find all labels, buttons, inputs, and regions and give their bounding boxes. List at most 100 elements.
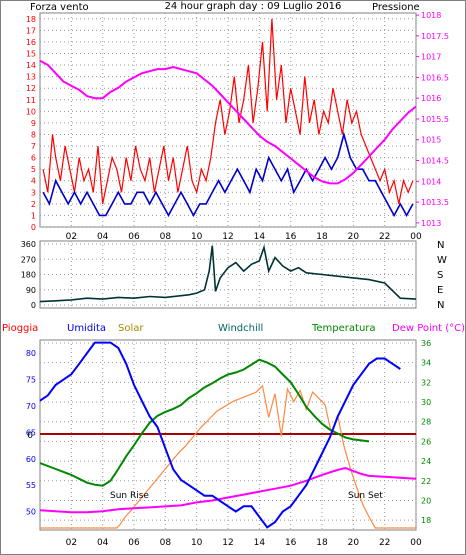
x-tick-label: 06 xyxy=(128,232,140,242)
x-tick-label: 12 xyxy=(222,538,233,548)
humidity-left-axis: 50 55 60 65 70 75 80 xyxy=(26,349,36,516)
legend-entry: Pioggia xyxy=(2,323,38,334)
pressure-right-axis: 1013 1013.5 1014 1014.5 1015 1015.5 1016 1016.5… xyxy=(416,11,449,228)
x-tick-label: 14 xyxy=(254,538,266,548)
y-tick-label: 1 xyxy=(31,211,36,220)
y-tick-label: 13 xyxy=(26,73,36,82)
x-tick-label: 10 xyxy=(191,232,203,242)
y-right-tick-label: 34 xyxy=(421,359,431,368)
y-tick-label: 360 xyxy=(21,240,36,249)
compass-letter: N xyxy=(437,300,444,311)
temperature-series xyxy=(39,358,370,487)
y-tick-label: 9 xyxy=(31,119,36,128)
x-tick-label: 08 xyxy=(160,538,172,548)
dewpoint-series xyxy=(39,466,417,514)
y-right-tick-label: 18 xyxy=(421,516,431,525)
x-tick-label: 02 xyxy=(66,538,77,548)
legend: Pioggia Umidita Solar Windchill Temperatura D… xyxy=(2,323,465,334)
y-right-tick-label: 1013.5 xyxy=(421,198,449,207)
gust-series xyxy=(42,18,414,205)
y-right-tick-label: 1015 xyxy=(421,136,441,145)
x-tick-label: 14 xyxy=(254,232,266,242)
legend-entry: Dew Point (°C) xyxy=(392,323,465,334)
direction-left-axis: 0 90 180 270 360 xyxy=(21,240,36,310)
y-right-tick-label: 30 xyxy=(421,398,431,407)
y-tick-label: 55 xyxy=(26,481,36,490)
y-right-tick-label: 32 xyxy=(421,378,431,387)
solar-series xyxy=(40,384,416,529)
y-tick-label: 5 xyxy=(31,165,36,174)
x-tick-label: 00 xyxy=(410,538,422,548)
humidity-series xyxy=(39,341,401,529)
y-right-tick-label: 20 xyxy=(421,496,431,505)
x-tick-label: 20 xyxy=(348,232,360,242)
avg-wind-series xyxy=(42,131,414,218)
y-tick-label: 17 xyxy=(26,26,36,35)
y-right-tick-label: 24 xyxy=(421,457,431,466)
y-right-tick-label: 1014 xyxy=(421,177,441,186)
y-right-tick-label: 22 xyxy=(421,477,431,486)
y-tick-label: 6 xyxy=(31,154,36,163)
temperature-right-axis: 18 20 22 24 26 28 30 32 34 36 xyxy=(421,339,431,525)
y-tick-label: 90 xyxy=(26,286,36,295)
y-right-tick-label: 26 xyxy=(421,437,431,446)
y-tick-label: 180 xyxy=(21,271,36,280)
y-tick-label: 75 xyxy=(26,376,36,385)
sunset-annotation: Sun Set xyxy=(348,491,383,501)
y-tick-label: 10 xyxy=(26,107,36,116)
x-tick-label: 00 xyxy=(410,232,422,242)
y-tick-label: 50 xyxy=(26,508,36,517)
y-tick-label: 0 xyxy=(31,223,36,232)
x-tick-label: 22 xyxy=(379,538,390,548)
y-tick-label: 7 xyxy=(31,142,36,151)
compass-letter: N xyxy=(437,240,444,251)
y-tick-label: 3 xyxy=(31,188,36,197)
page-title: 24 hour graph day : 09 Luglio 2016 xyxy=(165,1,342,12)
direction-panel-series xyxy=(39,244,417,303)
y-tick-label: 65 xyxy=(26,428,36,437)
y-tick-label: 4 xyxy=(31,177,36,186)
rain-zero-label: 0 xyxy=(27,431,33,441)
x-tick-label: 18 xyxy=(316,232,328,242)
y-right-tick-label: 28 xyxy=(421,418,431,427)
y-tick-label: 18 xyxy=(26,15,36,24)
pressure-series xyxy=(39,59,417,185)
y-tick-label: 60 xyxy=(26,455,36,464)
x-tick-label: 04 xyxy=(97,538,109,548)
x-tick-label: 02 xyxy=(66,232,77,242)
x-tick-label: 20 xyxy=(348,538,360,548)
y-tick-label: 270 xyxy=(21,255,36,264)
y-right-tick-label: 36 xyxy=(421,339,431,348)
y-right-tick-label: 1013 xyxy=(421,219,441,228)
legend-entry: Umidita xyxy=(67,323,106,334)
y-tick-label: 2 xyxy=(31,200,36,209)
y-right-tick-label: 1018 xyxy=(421,11,441,20)
legend-entry: Windchill xyxy=(218,323,263,334)
compass-letter: W xyxy=(437,255,447,266)
x-tick-label: 18 xyxy=(316,538,328,548)
y-tick-label: 14 xyxy=(26,61,36,70)
sunrise-annotation: Sun Rise xyxy=(110,491,149,501)
y-right-tick-label: 1016 xyxy=(421,94,441,103)
y-right-tick-label: 1015.5 xyxy=(421,115,449,124)
direction-series xyxy=(39,244,417,303)
wind-x-axis: 02 04 06 08 10 12 14 16 18 20 22 00 xyxy=(66,232,422,242)
x-tick-label: 12 xyxy=(222,232,233,242)
y-tick-label: 70 xyxy=(26,402,36,411)
y-right-tick-label: 1016.5 xyxy=(421,73,449,82)
direction-panel-grid xyxy=(40,241,417,308)
x-tick-label: 22 xyxy=(379,232,390,242)
compass-letter: E xyxy=(437,285,443,296)
temperature-panel-series xyxy=(39,341,417,529)
y-tick-label: 16 xyxy=(26,38,36,47)
x-tick-label: 08 xyxy=(160,232,172,242)
y-right-tick-label: 1017.5 xyxy=(421,32,449,41)
pressure-axis-label: Pressione xyxy=(372,2,420,13)
x-tick-label: 06 xyxy=(128,538,140,548)
y-right-tick-label: 1014.5 xyxy=(421,157,449,166)
x-tick-label: 04 xyxy=(97,232,109,242)
x-tick-label: 16 xyxy=(285,232,297,242)
